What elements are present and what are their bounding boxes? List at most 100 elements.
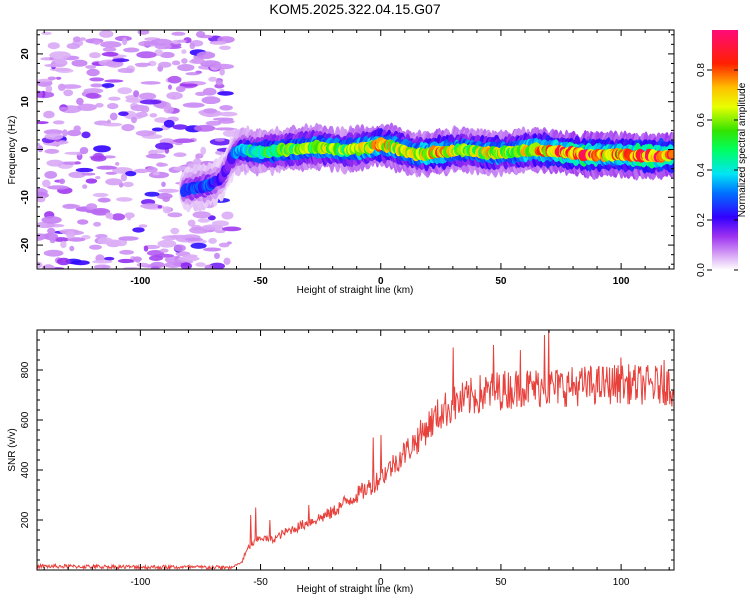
colorbar-label: Normalized spectral amplitude [737,82,748,217]
noise-speckle [149,255,163,261]
noise-speckle [74,161,81,165]
noise-speckle [181,58,188,64]
x-tick-label: -50 [253,276,268,287]
noise-speckle [221,211,234,220]
noise-speckle [132,227,145,233]
noise-speckle [195,262,206,267]
noise-speckle [95,176,101,180]
noise-speckle [136,51,157,59]
noise-speckle [60,240,67,249]
noise-speckle [195,91,207,96]
noise-speckle [195,153,204,159]
spectrogram-heatmap [37,30,674,269]
noise-speckle [90,155,107,162]
colorbar-tick-label: 0.8 [696,63,707,77]
noise-speckle [135,130,155,137]
noise-speckle [93,145,111,153]
noise-speckle [93,264,111,269]
noise-speckle [189,42,196,50]
snr-ylabel: SNR (v/v) [7,428,18,471]
noise-speckle [47,185,69,190]
noise-speckle [59,178,66,185]
noise-speckle [66,43,81,50]
colorbar-gradient [712,30,738,270]
noise-speckle [157,239,177,248]
noise-speckle [185,237,204,242]
noise-speckle [219,111,238,117]
noise-speckle [46,159,64,167]
noise-speckle [37,121,49,125]
ridge-cell [668,149,674,159]
x-tick-label: 100 [613,577,630,588]
noise-speckle [49,236,56,244]
noise-speckle [43,249,64,257]
noise-speckle [124,212,135,219]
noise-speckle [160,248,169,253]
noise-speckle [105,178,123,186]
noise-speckle [138,224,148,228]
noise-speckle [168,140,175,144]
figure-title: KOM5.2025.322.04.15.G07 [269,1,440,17]
noise-speckle [45,85,53,93]
x-tick-label: 0 [378,276,384,287]
noise-speckle [101,122,123,127]
noise-speckle [92,192,109,198]
noise-speckle [162,196,170,202]
noise-speckle [44,133,64,140]
noise-speckle [37,195,46,203]
y-tick-label: -10 [20,190,31,205]
noise-speckle [140,203,161,209]
noise-speckle [76,103,97,112]
noise-speckle [205,120,222,126]
noise-speckle [172,124,188,130]
noise-speckle [178,256,200,262]
noise-speckle [93,39,101,45]
noise-speckle [89,77,105,82]
noise-speckle [122,37,128,46]
noise-speckle [187,219,196,227]
noise-speckle [82,184,88,189]
noise-speckle [217,119,235,124]
noise-speckle [105,212,111,219]
noise-speckle [145,153,166,159]
noise-speckle [86,209,108,214]
noise-speckle [166,91,183,100]
noise-speckle [151,127,164,132]
noise-speckle [116,197,133,202]
noise-speckle [52,120,65,125]
noise-speckle [173,244,186,252]
noise-speckle [209,40,227,45]
noise-speckle [118,236,139,241]
x-tick-label: 50 [495,276,507,287]
noise-speckle [120,173,127,182]
noise-speckle [171,31,186,36]
noise-speckle [161,181,166,187]
noise-speckle [140,105,150,113]
noise-speckle [42,179,51,188]
spectrogram-ylabel: Frequency (Hz) [7,116,18,185]
noise-speckle [111,213,126,221]
noise-speckle [119,249,134,255]
noise-speckle [47,76,57,81]
noise-speckle [68,171,86,178]
x-tick-label: 100 [613,276,630,287]
x-tick-label: -100 [130,577,150,588]
noise-speckle [86,203,98,211]
noise-speckle [108,96,121,101]
noise-speckle [159,51,175,59]
noise-speckle [214,252,220,259]
noise-speckle [140,81,161,85]
noise-speckle [86,68,100,77]
noise-speckle [192,211,211,219]
noise-speckle [167,75,182,84]
noise-speckle [150,38,173,46]
noise-speckle [201,96,221,105]
colorbar-tick-label: 0.4 [696,163,707,177]
colorbar: 0.0 0.2 0.4 0.6 0.8 Normalized spectral ampl… [696,30,748,277]
y-tick-label: -20 [20,237,31,252]
noise-speckle [138,92,157,101]
noise-speckle [214,83,225,89]
noise-speckle [96,165,117,170]
noise-speckle [85,178,98,184]
